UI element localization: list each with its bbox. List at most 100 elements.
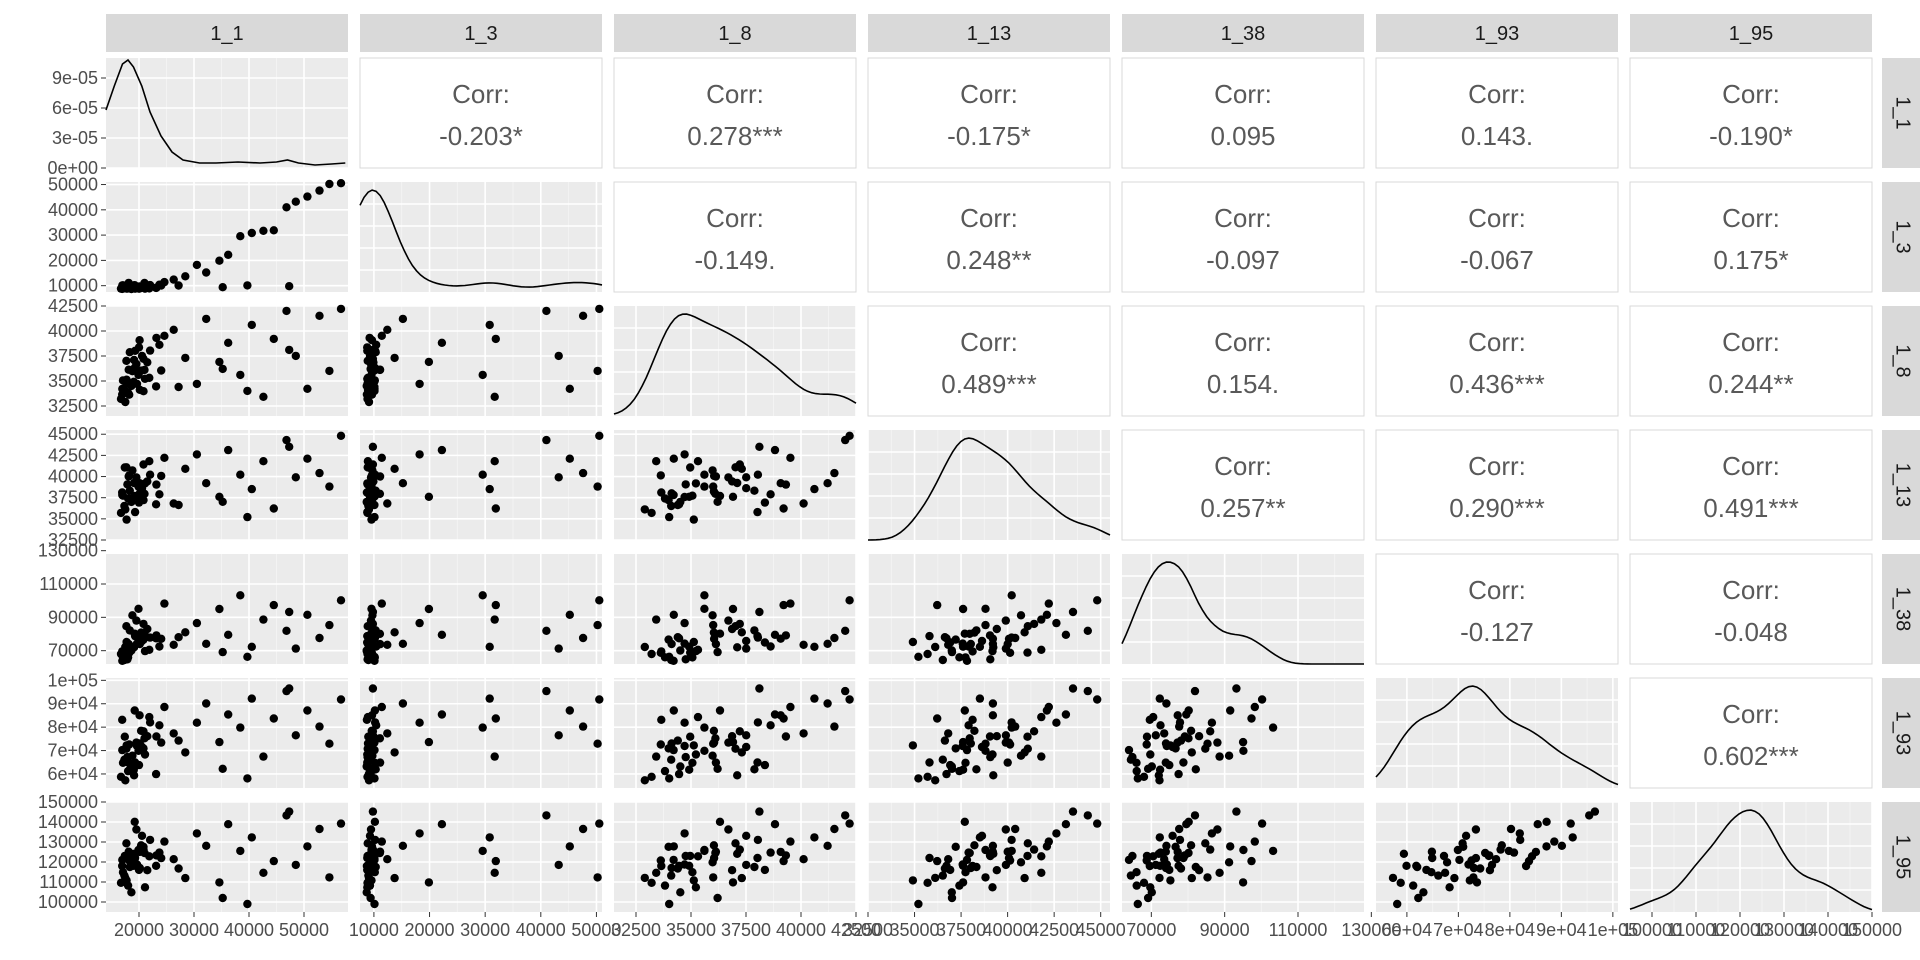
- scatter-point: [713, 497, 722, 506]
- scatter-point: [1155, 833, 1165, 842]
- scatter-point: [914, 899, 923, 909]
- panel-bg-1_95-1_95: [1630, 802, 1872, 912]
- scatter-point: [708, 751, 717, 760]
- scatter-point: [960, 706, 969, 715]
- scatter-point: [366, 364, 375, 374]
- scatter-point: [947, 647, 957, 657]
- scatter-point: [415, 829, 424, 838]
- scatter-point: [247, 228, 256, 238]
- scatter-point: [325, 366, 334, 376]
- scatter-point: [363, 373, 373, 382]
- scatter-point: [931, 873, 940, 883]
- scatter-point: [652, 615, 661, 624]
- scatter-point: [1001, 825, 1010, 834]
- scatter-point: [291, 351, 300, 361]
- strip-top-1_95: [1630, 14, 1872, 52]
- x-tick-label-1_93: 8e+04: [1485, 920, 1536, 940]
- scatter-point: [192, 379, 202, 389]
- scatter-point: [799, 640, 808, 649]
- scatter-point: [1142, 732, 1152, 741]
- strip-label-right-1_3: 1_3: [1892, 220, 1914, 253]
- scatter-point: [933, 856, 942, 866]
- scatter-point: [269, 600, 278, 610]
- scatter-point: [1068, 807, 1078, 816]
- scatter-point: [664, 744, 673, 753]
- scatter-point: [366, 825, 376, 834]
- scatter-point: [1215, 752, 1224, 761]
- scatter-point: [139, 744, 148, 753]
- scatter-point: [1224, 751, 1234, 760]
- corr-panel-1_1-1_38: [1121, 57, 1365, 169]
- corr-value-1_1-1_13: -0.175*: [947, 121, 1031, 151]
- scatter-point: [370, 706, 380, 715]
- scatter-point: [143, 477, 152, 486]
- scatter-point: [960, 629, 969, 638]
- scatter-point: [981, 845, 990, 855]
- scatter-point: [724, 473, 733, 482]
- scatter-point: [181, 873, 190, 883]
- scatter-point: [1459, 842, 1468, 851]
- scatter-point: [218, 893, 227, 903]
- scatter-point: [363, 457, 373, 466]
- x-tick-label-1_1: 20000: [114, 920, 164, 940]
- scatter-point: [269, 856, 278, 866]
- scatter-point: [753, 835, 763, 845]
- corr-panel-1_1-1_8: [613, 57, 857, 169]
- density-curve-1_8: [613, 313, 857, 415]
- scatter-point: [841, 811, 850, 820]
- scatter-point: [700, 482, 709, 491]
- scatter-point: [665, 899, 674, 909]
- scatter-point: [424, 604, 434, 614]
- scatter-point: [1007, 835, 1016, 845]
- scatter-point: [1515, 829, 1525, 838]
- scatter-point: [174, 864, 183, 873]
- corr-value-1_13-1_95: 0.491***: [1703, 493, 1798, 523]
- scatter-point: [140, 365, 149, 375]
- scatter-point: [753, 507, 762, 517]
- scatter-point: [1428, 853, 1437, 863]
- scatter-point: [931, 776, 940, 785]
- scatter-point: [947, 893, 957, 903]
- scatter-point: [134, 370, 143, 380]
- scatter-point: [750, 626, 759, 635]
- scatter-point: [152, 732, 161, 741]
- scatter-point: [1427, 847, 1437, 856]
- scatter-point: [315, 468, 324, 478]
- scatter-point: [640, 642, 649, 652]
- scatter-point: [542, 306, 551, 316]
- scatter-point: [1461, 831, 1471, 840]
- scatter-point: [160, 599, 169, 608]
- scatter-point: [120, 655, 129, 665]
- scatter-point: [1093, 695, 1102, 704]
- x-tick-label-1_1: 50000: [279, 920, 329, 940]
- scatter-point: [152, 480, 161, 489]
- scatter-point: [1171, 842, 1180, 851]
- scatter-point: [686, 463, 695, 472]
- scatter-point: [491, 334, 500, 344]
- scatter-point: [938, 871, 947, 880]
- scatter-point: [1504, 846, 1514, 856]
- scatter-point: [155, 848, 164, 857]
- scatter-point: [841, 686, 850, 696]
- scatter-point: [151, 861, 161, 870]
- scatter-point: [398, 479, 408, 488]
- scatter-point: [988, 646, 997, 656]
- scatter-point: [363, 712, 373, 722]
- scatter-point: [390, 873, 399, 883]
- density-curve-1_1: [105, 58, 346, 166]
- scatter-point: [688, 868, 697, 877]
- scatter-point: [491, 856, 500, 866]
- scatter-point: [951, 842, 960, 851]
- scatter-point: [1268, 846, 1278, 856]
- panel-bg-1_3-1_3: [360, 182, 602, 292]
- scatter-point: [1061, 820, 1071, 829]
- scatter-point: [727, 866, 737, 875]
- scatter-point: [542, 811, 551, 820]
- scatter-point: [139, 495, 148, 505]
- scatter-point: [727, 624, 737, 634]
- scatter-point: [437, 820, 447, 829]
- scatter-point: [981, 604, 990, 613]
- strip-top-1_8: [614, 14, 856, 52]
- scatter-point: [377, 331, 386, 340]
- corr-panel-1_13-1_93: [1375, 429, 1619, 541]
